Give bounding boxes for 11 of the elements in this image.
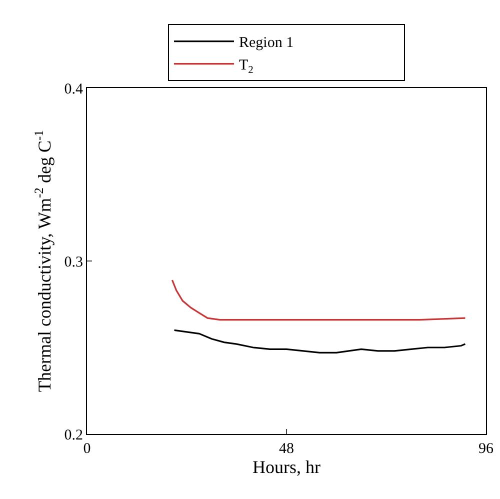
y-tick-label: 0.4: [64, 81, 84, 98]
x-tick-label: 0: [83, 441, 91, 457]
x-axis-title: Hours, hr: [252, 457, 320, 478]
legend-label: T$_{2}$: [239, 58, 254, 76]
line-series: [171, 279, 466, 321]
y-tick-label: 0.3: [64, 254, 83, 270]
x-tick-label: 96: [478, 441, 494, 457]
x-tick-label: 48: [279, 441, 294, 457]
y-tick-label: 0.2: [64, 427, 83, 444]
legend-label: Region 1: [239, 35, 294, 52]
line-series: [173, 329, 466, 354]
